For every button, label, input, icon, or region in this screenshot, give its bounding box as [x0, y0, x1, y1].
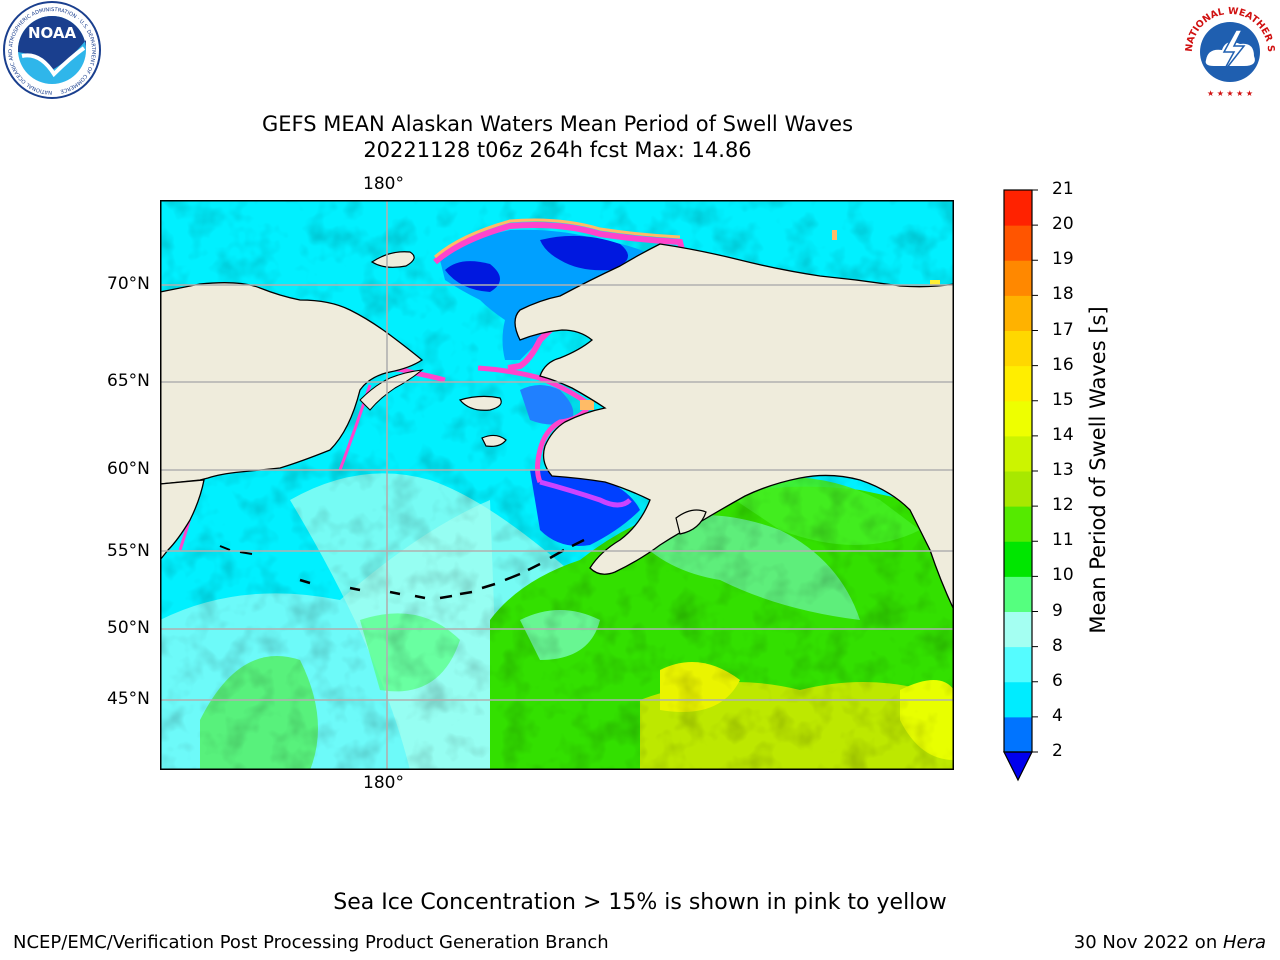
colorbar: [1003, 189, 1038, 782]
colorbar-tick-label: 8: [1052, 635, 1063, 656]
colorbar-segment: [1004, 506, 1032, 542]
land-kodiak-island: [675, 509, 707, 535]
noaa-logo: NATIONAL OCEANIC AND ATMOSPHERIC ADMINIS…: [3, 1, 101, 99]
colorbar-tick-label: 13: [1052, 460, 1074, 480]
svg-text:★ ★ ★ ★ ★: ★ ★ ★ ★ ★: [1207, 89, 1253, 98]
colorbar-underflow-triangle: [1003, 751, 1033, 782]
lat-label-55n: 55°N: [107, 541, 150, 561]
colorbar-segment: [1004, 611, 1032, 648]
colorbar-tick-label: 14: [1052, 424, 1074, 445]
land-nunivak-island: [481, 434, 507, 447]
lat-label-70n: 70°N: [107, 274, 150, 294]
colorbar-tick-label: 11: [1052, 530, 1074, 551]
colorbar-segment: [1004, 190, 1032, 226]
colorbar-tick-label: 20: [1052, 214, 1074, 235]
sea-ice-patch-arctic: [832, 230, 837, 240]
colorbar-tick-label: 2: [1052, 741, 1063, 761]
colorbar-tick-label: 4: [1052, 705, 1063, 726]
colorbar-tick-label: 19: [1052, 249, 1074, 270]
colorbar-tick-label: 21: [1052, 179, 1074, 199]
lat-label-65n: 65°N: [107, 371, 150, 391]
colorbar-tick-label: 10: [1052, 565, 1074, 586]
noaa-wordmark: NOAA: [28, 24, 77, 42]
date-host: Hera: [1222, 932, 1266, 953]
chart-title: GEFS MEAN Alaskan Waters Mean Period of …: [261, 112, 854, 136]
land-kamchatka: [160, 479, 205, 562]
colorbar-tick-label: 18: [1052, 284, 1074, 305]
colorbar-tick-label: 16: [1052, 354, 1074, 375]
sea-ice-note: Sea Ice Concentration > 15% is shown in …: [333, 890, 947, 915]
colorbar-tick-label: 17: [1052, 319, 1074, 340]
colorbar-label: Mean Period of Swell Waves [s]: [1086, 306, 1110, 634]
beaufort-deep-blue: [540, 235, 628, 271]
lon-label-bottom: 180°: [363, 773, 404, 793]
colorbar-segment: [1004, 400, 1032, 437]
colorbar-tick-label: 6: [1052, 670, 1063, 691]
nws-logo: NATIONAL WEATHER SERVICE ★ ★ ★ ★ ★: [1178, 0, 1276, 98]
colorbar-segment: [1004, 295, 1032, 331]
lat-label-60n: 60°N: [107, 459, 150, 479]
colorbar-segment: [1004, 225, 1032, 261]
colorbar-segment: [1004, 576, 1032, 612]
colorbar-segment: [1004, 260, 1032, 296]
colorbar-tick-label: 12: [1052, 495, 1074, 516]
land-st-lawrence-island: [458, 395, 502, 411]
colorbar-segment: [1004, 365, 1032, 402]
colorbar-segment: [1004, 681, 1032, 718]
colorbar-tick-label: 15: [1052, 389, 1074, 410]
date-label: 30 Nov 2022 on: [1073, 932, 1223, 953]
colorbar-segment: [1004, 330, 1032, 367]
norton-sound-blue: [520, 385, 574, 425]
sea-ice-edge-bristol: [539, 479, 632, 508]
map-panel: [160, 200, 954, 770]
colorbar-tick-label: 9: [1052, 600, 1063, 621]
date-text: 30 Nov 2022 on Hera: [1074, 932, 1266, 953]
land-alaska: [514, 243, 954, 611]
colorbar-segment: [1004, 435, 1032, 472]
colorbar-segment: [1004, 716, 1032, 753]
chart-subtitle: 20221128 t06z 264h fcst Max: 14.86: [363, 138, 752, 162]
aleutian-islands: [299, 538, 585, 600]
lat-label-45n: 45°N: [107, 689, 150, 709]
colorbar-segment: [1004, 646, 1032, 683]
colorbar-segment: [1004, 541, 1032, 577]
lon-label-top: 180°: [363, 174, 404, 194]
credit-text: NCEP/EMC/Verification Post Processing Pr…: [13, 932, 609, 953]
graticule: [160, 200, 954, 770]
lat-label-50n: 50°N: [107, 618, 150, 638]
colorbar-segment: [1004, 471, 1032, 507]
